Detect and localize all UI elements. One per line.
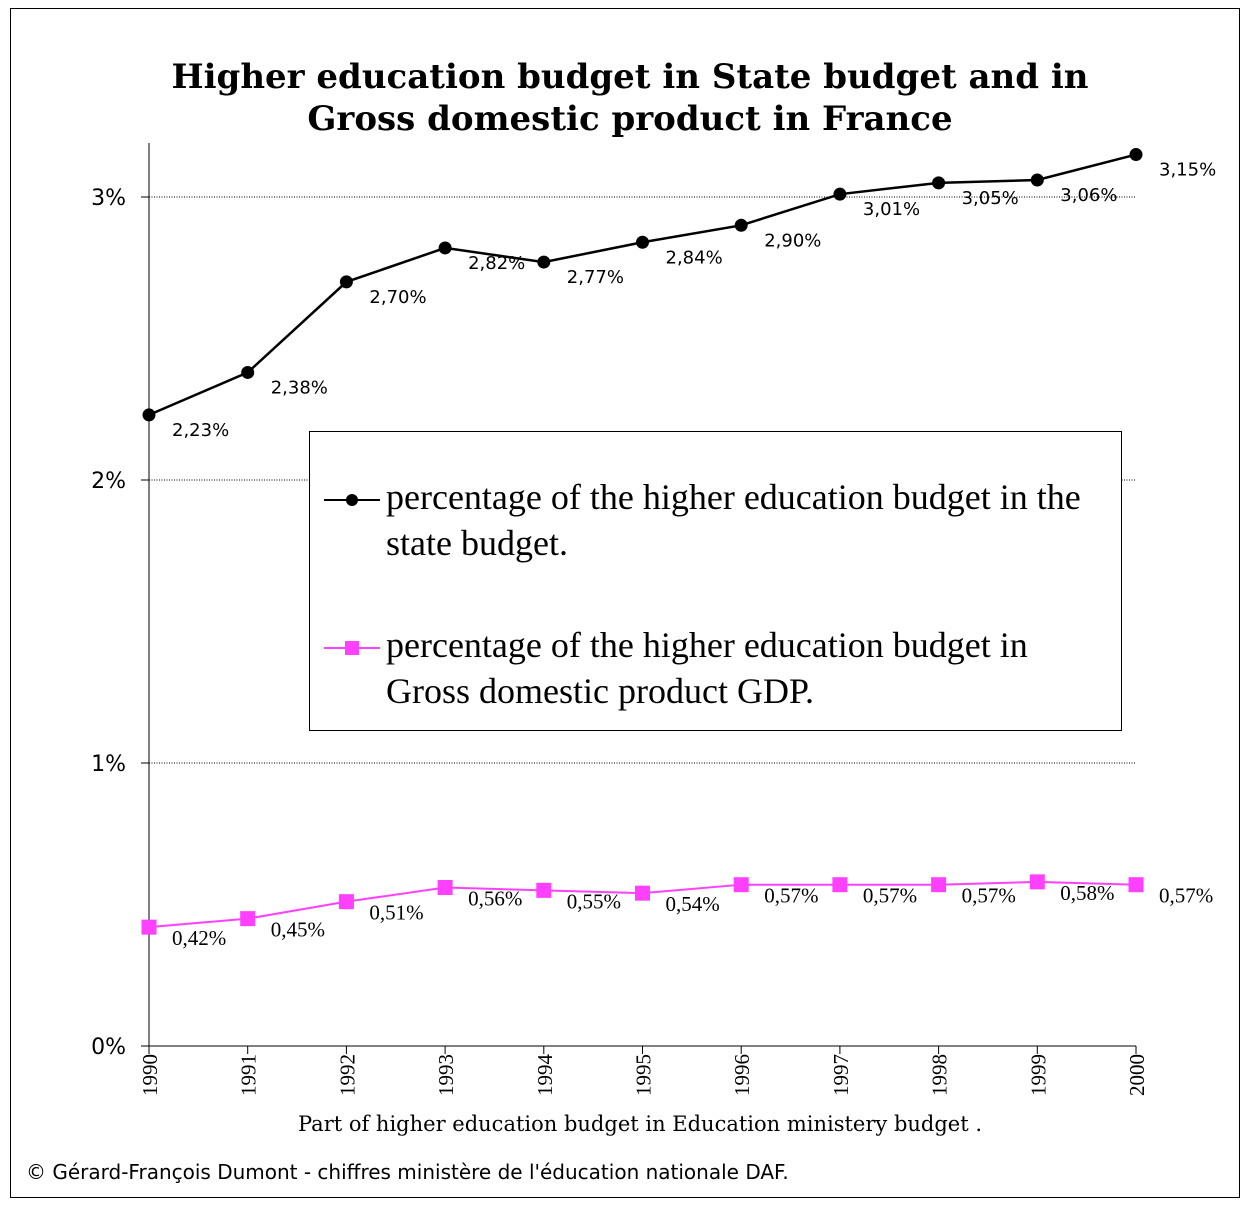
data-label: 2,70%	[369, 287, 426, 308]
data-point	[1128, 877, 1144, 893]
data-label: 0,57%	[962, 884, 1016, 908]
data-label: 2,84%	[666, 247, 723, 268]
data-point	[141, 919, 157, 935]
x-tick-label: 1993	[434, 1054, 458, 1096]
data-label: 2,38%	[271, 377, 328, 398]
data-label: 0,45%	[271, 918, 325, 942]
data-point	[734, 218, 748, 232]
data-point	[241, 365, 255, 379]
data-label: 0,58%	[1060, 881, 1114, 905]
data-label: 0,55%	[567, 889, 621, 913]
x-tick-label: 1995	[632, 1054, 656, 1096]
data-label: 2,23%	[172, 420, 229, 441]
data-point	[832, 877, 848, 893]
legend-label-state-budget: percentage of the higher education budge…	[386, 477, 1081, 563]
data-label: 0,51%	[369, 901, 423, 925]
data-label: 2,82%	[468, 253, 525, 274]
x-tick-label: 1992	[335, 1054, 359, 1096]
data-point	[437, 880, 453, 896]
data-label: 0,57%	[1159, 884, 1213, 908]
data-label: 2,77%	[567, 267, 624, 288]
y-tick-label: 3%	[91, 186, 126, 211]
y-tick-label: 1%	[91, 752, 126, 777]
data-point	[833, 187, 847, 201]
data-point	[636, 235, 649, 249]
legend-swatch-circle	[324, 494, 380, 506]
data-point	[635, 885, 650, 901]
y-tick-label: 0%	[91, 1035, 126, 1060]
data-point	[338, 894, 354, 910]
data-label: 0,57%	[764, 884, 818, 908]
x-tick-label: 1990	[138, 1054, 162, 1096]
data-label: 3,15%	[1159, 160, 1216, 181]
data-label: 3,06%	[1060, 185, 1117, 206]
data-point	[1029, 874, 1045, 890]
x-tick-label: 1994	[533, 1054, 557, 1097]
data-point	[733, 877, 749, 893]
data-label: 0,54%	[666, 892, 720, 916]
x-tick-label: 1999	[1026, 1054, 1050, 1096]
x-tick-label: 1996	[730, 1054, 754, 1096]
chart-legend: percentage of the higher education budge…	[309, 431, 1122, 731]
data-label: 2,90%	[764, 230, 821, 251]
x-tick-label: 1997	[829, 1054, 853, 1096]
data-label: 3,01%	[863, 199, 920, 220]
data-point	[339, 275, 353, 289]
data-point	[142, 408, 156, 422]
data-point	[536, 882, 552, 898]
legend-label-gdp: percentage of the higher education budge…	[386, 625, 1028, 711]
data-label: 0,56%	[468, 887, 522, 911]
data-point	[931, 877, 947, 893]
chart-title: Higher education budget in State budget …	[171, 57, 1089, 139]
data-point	[1030, 173, 1044, 187]
data-point	[932, 176, 946, 190]
x-tick-label: 2000	[1125, 1054, 1149, 1096]
data-point	[240, 911, 256, 927]
data-point	[438, 241, 452, 255]
data-point	[537, 255, 551, 269]
data-label: 0,42%	[172, 926, 226, 950]
data-label: 3,05%	[962, 188, 1019, 209]
y-tick-label: 2%	[91, 469, 126, 494]
source-credit: © Gérard-François Dumont - chiffres mini…	[26, 1160, 789, 1184]
data-point	[1129, 148, 1143, 162]
x-tick-label: 1991	[237, 1054, 261, 1096]
legend-swatch-square	[324, 641, 380, 655]
x-axis-caption: Part of higher education budget in Educa…	[297, 1112, 983, 1136]
data-label: 0,57%	[863, 884, 917, 908]
x-tick-label: 1998	[928, 1054, 952, 1096]
